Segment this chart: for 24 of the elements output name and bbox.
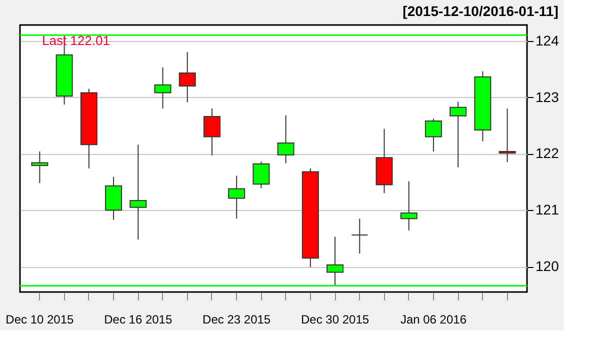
chart-title: [2015-12-10/2016-01-11] (402, 3, 558, 19)
candlestick (498, 108, 516, 163)
y-tick-label: 123 (536, 88, 560, 105)
candlestick (130, 144, 147, 240)
candlestick (351, 218, 368, 254)
candlestick (450, 101, 467, 168)
candlestick (424, 118, 442, 152)
y-tick-label: 122 (536, 145, 560, 162)
candlestick (203, 108, 220, 156)
x-tick-label: Dec 10 2015 (6, 312, 74, 326)
candlestick (154, 66, 172, 110)
candlestick (252, 161, 270, 189)
x-tick-label: Dec 16 2015 (104, 312, 172, 326)
candlestick (277, 114, 294, 164)
candlestick (178, 52, 196, 103)
candlestick (31, 150, 48, 184)
candlestick (400, 180, 418, 231)
y-tick-label: 120 (536, 258, 560, 274)
y-tick-label: 121 (536, 202, 560, 218)
y-tick-label: 124 (536, 32, 560, 48)
x-tick-label: Jan 06 2016 (400, 312, 467, 326)
x-tick-label: Dec 30 2015 (301, 312, 370, 326)
x-tick-label: Dec 23 2015 (202, 312, 271, 326)
candlestick (228, 175, 246, 220)
